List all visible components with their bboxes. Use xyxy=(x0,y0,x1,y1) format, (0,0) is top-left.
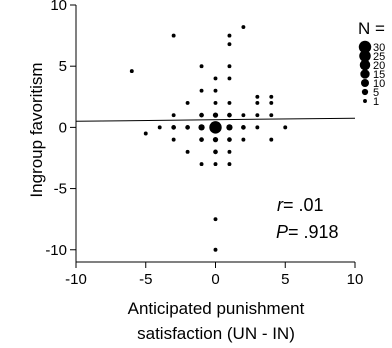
data-point xyxy=(171,125,176,130)
data-point xyxy=(255,94,260,99)
correlation-r-value: = .01 xyxy=(283,195,324,215)
y-tick-label: -10 xyxy=(45,242,67,259)
data-point xyxy=(269,100,274,105)
data-point xyxy=(199,137,204,142)
data-point xyxy=(241,25,246,29)
legend-label: 30 xyxy=(373,42,385,54)
x-ticks: -10 -5 0 5 10 xyxy=(65,262,363,288)
p-value-annotation: P= .918 xyxy=(276,222,339,242)
data-point xyxy=(213,88,218,93)
data-point xyxy=(227,64,232,69)
data-point xyxy=(269,137,274,142)
data-point xyxy=(227,33,232,38)
p-value-value: = .918 xyxy=(288,222,339,242)
y-tick-label: 5 xyxy=(59,58,67,75)
data-point xyxy=(199,64,204,69)
data-point xyxy=(185,149,190,154)
data-point xyxy=(255,100,260,105)
data-point xyxy=(143,131,148,136)
y-ticks: -10 -5 0 5 10 xyxy=(45,0,76,259)
data-point xyxy=(269,113,274,118)
data-point xyxy=(171,137,176,142)
data-point xyxy=(212,112,219,118)
legend-marker xyxy=(363,99,367,103)
legend-title: N = xyxy=(358,19,385,38)
legend-marker xyxy=(358,40,372,54)
data-point xyxy=(227,112,232,118)
data-point xyxy=(255,113,260,118)
data-point xyxy=(255,125,260,130)
regression-line xyxy=(75,117,356,122)
y-tick-label: 10 xyxy=(50,0,67,14)
data-point xyxy=(213,217,218,222)
y-tick-label: -5 xyxy=(54,181,67,198)
data-point xyxy=(199,88,204,93)
data-point xyxy=(213,247,218,252)
legend-marker xyxy=(361,88,369,96)
data-point xyxy=(227,42,232,47)
data-point xyxy=(129,69,134,74)
x-tick-label: 10 xyxy=(347,271,364,288)
data-point xyxy=(213,100,218,105)
legend-label: 1 xyxy=(373,96,379,108)
legend-marker xyxy=(359,50,371,62)
data-point xyxy=(213,149,218,155)
data-point xyxy=(185,125,190,130)
legend-label: 15 xyxy=(373,69,385,81)
correlation-annotation: r= .01 xyxy=(277,195,324,215)
y-tick-label: 0 xyxy=(59,119,67,136)
data-point xyxy=(185,100,190,105)
x-tick-label: 0 xyxy=(211,271,219,288)
data-point xyxy=(227,149,232,154)
legend-marker xyxy=(360,69,370,79)
p-value-label: P xyxy=(276,222,288,242)
data-point xyxy=(227,162,232,167)
x-tick-label: -10 xyxy=(65,271,87,288)
data-point xyxy=(269,94,274,99)
data-point xyxy=(198,124,205,131)
data-points xyxy=(129,25,288,252)
x-tick-label: 5 xyxy=(281,271,289,288)
data-point xyxy=(199,112,204,118)
data-point xyxy=(157,125,162,130)
data-point xyxy=(171,33,176,38)
data-point xyxy=(283,125,288,130)
data-point xyxy=(213,76,218,81)
data-point xyxy=(241,137,246,142)
legend-label: 5 xyxy=(373,87,379,99)
x-tick-label: -5 xyxy=(139,271,152,288)
correlation-r-label: r xyxy=(277,195,284,215)
data-point xyxy=(209,121,222,134)
data-point xyxy=(199,162,204,167)
data-point xyxy=(241,125,246,130)
plot-area: -10 -5 0 5 10 -10 -5 0 5 10 xyxy=(45,0,363,288)
legend-marker xyxy=(359,59,371,71)
data-point xyxy=(213,162,218,167)
data-point xyxy=(212,136,219,143)
legend-label: 25 xyxy=(373,51,385,63)
x-axis-title-line-1: Anticipated punishment xyxy=(128,299,305,318)
data-point xyxy=(227,137,232,142)
legend-marker xyxy=(360,78,370,88)
data-point xyxy=(227,100,232,105)
data-point xyxy=(241,113,246,118)
data-point xyxy=(227,76,232,81)
legend-label: 20 xyxy=(373,60,385,72)
x-axis-title-line-2: satisfaction (UN - IN) xyxy=(137,324,295,343)
legend-label: 10 xyxy=(373,78,385,90)
data-point xyxy=(171,113,176,118)
y-axis-title: Ingroup favoritism xyxy=(27,62,46,197)
data-point xyxy=(226,124,233,131)
